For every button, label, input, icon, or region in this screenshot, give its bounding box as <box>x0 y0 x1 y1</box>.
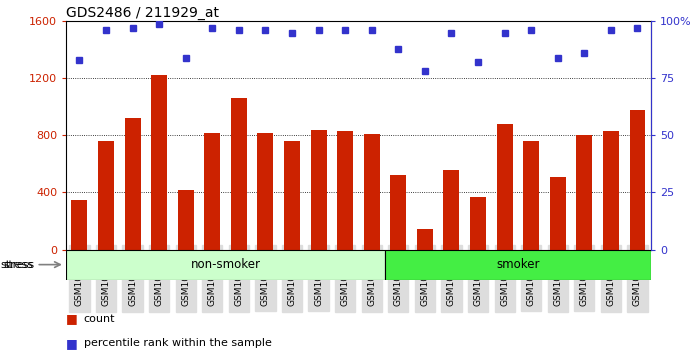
Bar <box>390 175 406 250</box>
Bar <box>443 170 459 250</box>
Bar <box>284 141 300 250</box>
Text: percentile rank within the sample: percentile rank within the sample <box>84 338 271 348</box>
Text: count: count <box>84 314 115 324</box>
Bar <box>177 190 193 250</box>
Bar <box>258 132 274 250</box>
Bar <box>417 229 433 250</box>
Bar <box>151 75 167 250</box>
Text: GDS2486 / 211929_at: GDS2486 / 211929_at <box>66 6 219 20</box>
Text: stress: stress <box>3 259 34 270</box>
Bar <box>72 200 88 250</box>
Bar <box>550 177 566 250</box>
Bar <box>310 130 326 250</box>
Bar <box>603 131 619 250</box>
Bar <box>385 250 651 280</box>
Text: non-smoker: non-smoker <box>191 258 260 271</box>
Bar <box>629 110 645 250</box>
Bar <box>205 132 220 250</box>
Text: smoker: smoker <box>496 258 539 271</box>
Text: ■: ■ <box>66 312 78 325</box>
Bar <box>576 135 592 250</box>
Bar <box>231 98 247 250</box>
Bar <box>497 124 512 250</box>
Bar <box>364 134 380 250</box>
Bar <box>523 141 539 250</box>
Bar <box>337 131 353 250</box>
Bar <box>66 250 385 280</box>
Bar <box>125 118 141 250</box>
Text: stress: stress <box>0 259 33 270</box>
Text: ■: ■ <box>66 337 78 350</box>
Bar <box>470 197 486 250</box>
Bar <box>98 141 114 250</box>
